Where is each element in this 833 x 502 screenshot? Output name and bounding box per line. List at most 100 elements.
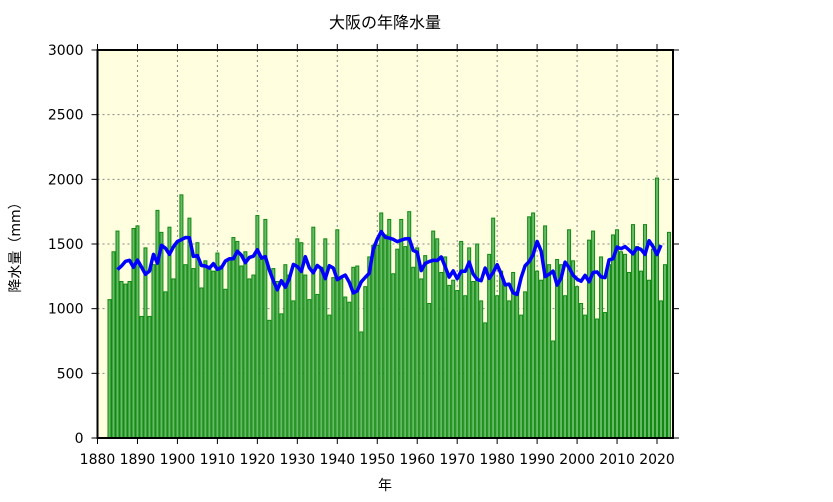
bar-1973 [467,247,472,439]
chart-title: 大阪の年降水量 [329,13,441,32]
bar-1929 [291,300,296,439]
bar-1966 [439,271,444,439]
bar-1896 [159,231,164,439]
bar-2023 [667,231,672,439]
bar-1888 [127,281,132,439]
bar-1906 [199,287,204,439]
bar-1887 [123,283,128,439]
y-tick-label: 1500 [48,237,84,253]
x-tick-label: 1910 [200,452,236,468]
plot-border [96,49,674,439]
bar-1890 [135,225,140,439]
bar-1950 [375,244,380,439]
bar-1914 [231,237,236,439]
bar-1985 [515,291,520,439]
x-tick-label: 1960 [399,452,435,468]
bar-1974 [471,281,476,439]
bar-1885 [115,230,120,439]
bar-1965 [435,238,440,439]
y-tick-label: 500 [57,366,84,382]
x-tick-label: 2000 [559,452,595,468]
bar-1935 [315,293,320,439]
bar-1990 [535,270,540,439]
bar-2017 [643,224,648,439]
bar-1953 [387,218,392,439]
bar-1918 [247,278,252,439]
bar-1903 [187,217,192,439]
bar-1937 [323,238,328,439]
bar-1894 [151,264,156,439]
bar-1932 [303,274,308,439]
bar-1967 [443,256,448,439]
bar-1891 [139,315,144,439]
bar-2013 [627,271,632,439]
x-tick-label: 1880 [80,452,116,468]
x-tick-label: 1890 [120,452,156,468]
bar-1916 [239,265,244,439]
y-axis-label: 降水量（mm） [8,195,24,292]
x-tick-label: 1980 [479,452,515,468]
bar-1933 [307,299,312,439]
bar-1936 [319,266,324,439]
y-tick-label: 0 [75,431,84,447]
bar-1981 [499,270,504,439]
bar-1884 [111,251,116,439]
x-axis-label: 年 [378,478,392,494]
bar-2010 [615,229,620,439]
y-tick-label: 3000 [48,43,84,59]
bar-1943 [347,301,352,439]
bar-1949 [371,244,376,439]
bar-1939 [331,277,336,439]
y-tick-label: 1000 [48,302,84,318]
bar-2016 [639,270,644,439]
x-tick-label: 1940 [319,452,355,468]
bar-1925 [275,281,280,439]
bar-1919 [251,274,256,439]
bar-1900 [175,240,180,439]
bar-1993 [547,264,552,439]
bar-2004 [591,230,596,439]
bar-1969 [451,279,456,439]
bar-2008 [607,264,612,439]
bar-1927 [283,264,288,439]
bar-1899 [171,278,176,439]
y-tick-label: 2000 [48,172,84,188]
bar-2000 [575,286,580,439]
bar-1917 [243,251,248,439]
bar-1938 [327,314,332,439]
bar-1986 [519,314,524,439]
bar-2009 [611,234,616,439]
bar-1926 [279,313,284,439]
bar-1968 [447,284,452,439]
bar-1893 [147,315,152,439]
bar-2015 [635,246,640,439]
x-tick-label: 2010 [599,452,635,468]
bar-1946 [359,331,364,439]
bar-2019 [651,248,656,439]
bar-1955 [395,248,400,439]
bar-1999 [571,260,576,439]
bar-1883 [107,299,112,439]
bar-2021 [659,300,664,439]
bar-1907 [203,260,208,439]
bar-1902 [183,264,188,439]
x-tick-label: 1920 [240,452,276,468]
bar-1959 [411,266,416,439]
bar-1984 [511,271,516,439]
bar-1992 [543,225,548,439]
bar-1980 [495,295,500,439]
bar-1998 [567,229,572,439]
bar-1912 [223,288,228,439]
bar-2001 [579,302,584,439]
bar-1976 [479,300,484,439]
bar-1947 [363,286,368,439]
bar-1952 [383,234,388,439]
y-tick-label: 2500 [48,108,84,124]
bar-1908 [207,266,212,439]
bar-1970 [455,290,460,439]
bar-1979 [491,217,496,439]
axes: 0 500 1000 1500 2000 2500 3000 1880 1890 1900 1910… [48,43,679,468]
bar-1934 [311,226,316,439]
bar-2002 [583,314,588,439]
bar-2018 [647,279,652,439]
